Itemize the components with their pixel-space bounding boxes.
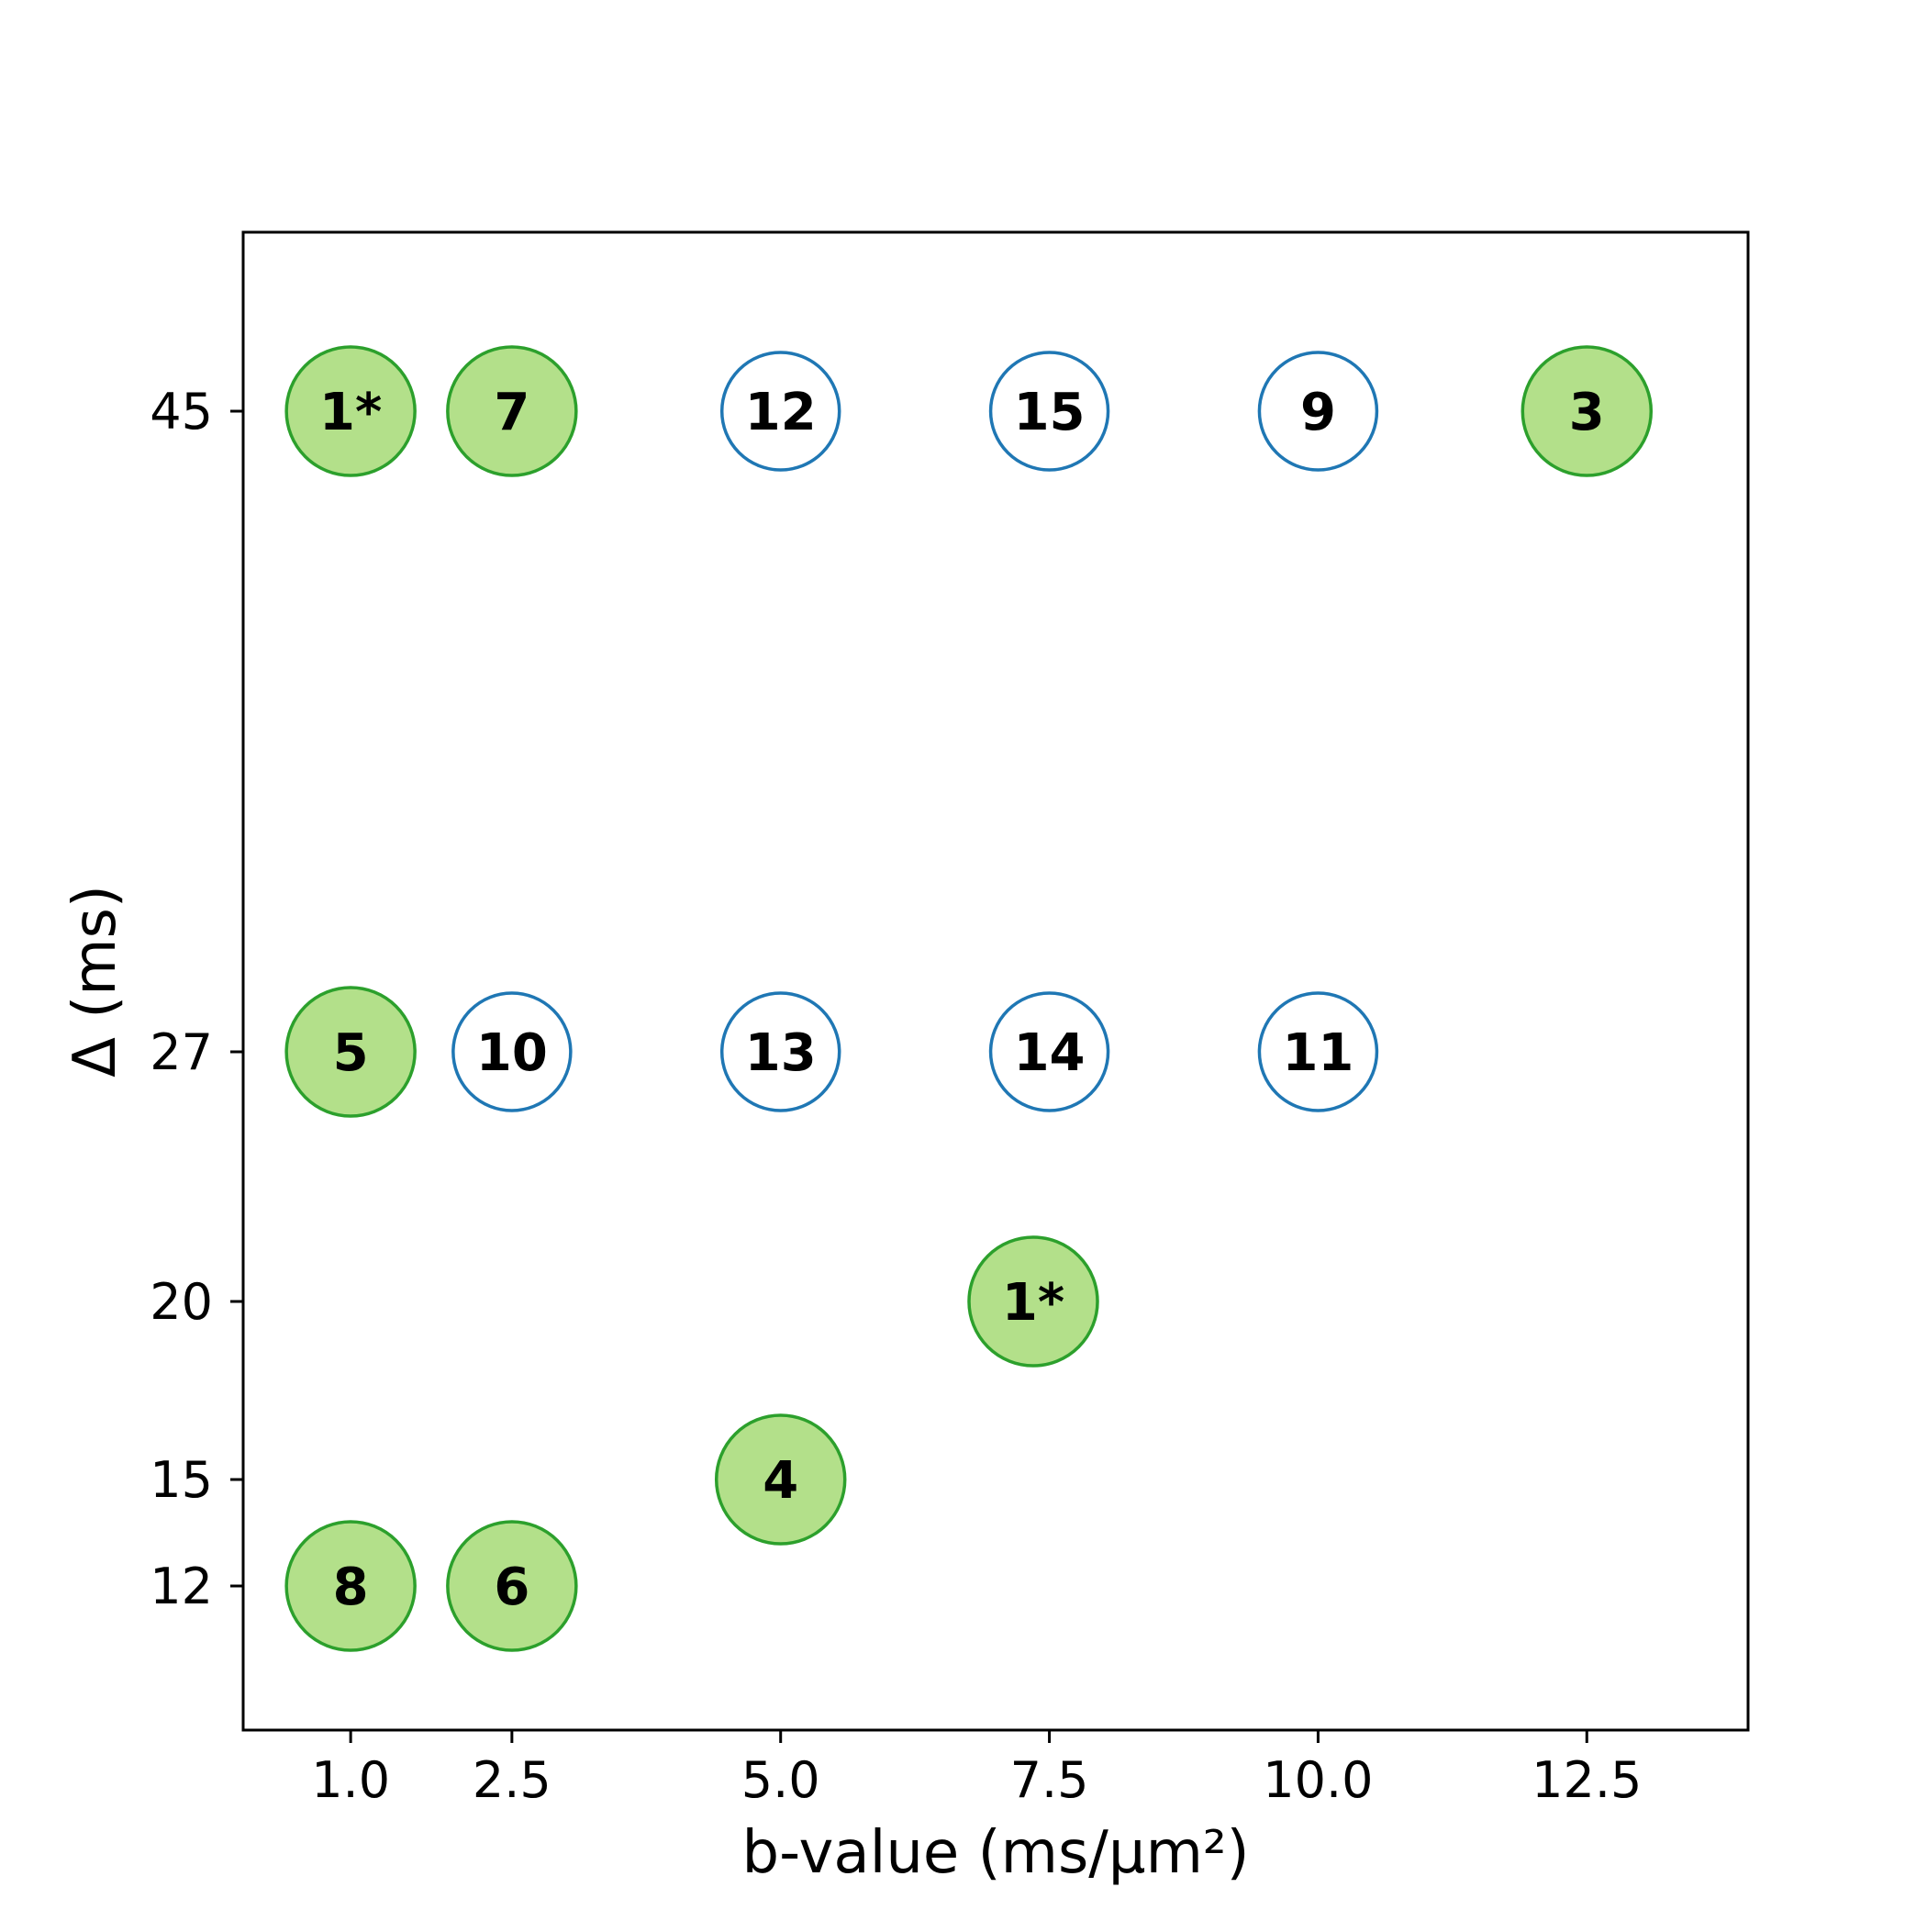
open-point-marker bbox=[719, 351, 841, 472]
x-tick-label: 1.0 bbox=[311, 1751, 390, 1809]
data-point: 1* bbox=[284, 345, 417, 477]
filled-point-marker bbox=[284, 1520, 417, 1652]
data-point: 14 bbox=[988, 991, 1110, 1112]
open-point-marker bbox=[1257, 991, 1379, 1112]
point-label: 1* bbox=[1002, 1273, 1064, 1333]
x-tick-label: 2.5 bbox=[473, 1751, 551, 1809]
filled-point-marker bbox=[284, 986, 417, 1118]
data-point: 12 bbox=[719, 351, 841, 472]
data-point: 4 bbox=[714, 1413, 847, 1546]
x-axis-ticks: 1.0 2.5 5.0 7.5 10.0 12.5 bbox=[311, 1730, 1642, 1809]
point-label: 6 bbox=[494, 1558, 529, 1617]
filled-point-marker bbox=[446, 1520, 578, 1652]
y-tick-label: 20 bbox=[150, 1273, 213, 1331]
data-point: 8 bbox=[284, 1520, 417, 1652]
open-point-marker bbox=[1257, 351, 1379, 472]
filled-point-marker bbox=[967, 1235, 1099, 1368]
point-label: 14 bbox=[1014, 1023, 1086, 1083]
point-label: 13 bbox=[745, 1023, 817, 1083]
x-tick-label: 10.0 bbox=[1263, 1751, 1373, 1809]
point-label: 5 bbox=[333, 1023, 369, 1083]
data-points: 1* 7 12 15 9 3 5 10 13 14 11 1* 4 8 6 bbox=[284, 345, 1654, 1652]
data-point: 3 bbox=[1520, 345, 1654, 477]
plot-frame bbox=[241, 230, 1750, 1732]
filled-point-marker bbox=[1520, 345, 1654, 477]
y-axis-ticks: 12 15 20 27 45 bbox=[150, 383, 243, 1615]
open-point-marker bbox=[988, 351, 1110, 472]
y-tick-label: 45 bbox=[150, 383, 213, 441]
filled-point-marker bbox=[446, 345, 578, 477]
point-label: 7 bbox=[494, 383, 529, 442]
y-tick-label: 12 bbox=[150, 1558, 213, 1615]
open-point-marker bbox=[451, 991, 573, 1112]
point-label: 15 bbox=[1014, 383, 1086, 442]
point-label: 11 bbox=[1282, 1023, 1353, 1083]
y-tick-label: 27 bbox=[150, 1023, 213, 1081]
data-point: 13 bbox=[719, 991, 841, 1112]
point-label: 3 bbox=[1569, 383, 1605, 442]
y-tick-label: 15 bbox=[150, 1451, 213, 1509]
open-point-marker bbox=[719, 991, 841, 1112]
data-point: 15 bbox=[988, 351, 1110, 472]
x-tick-label: 12.5 bbox=[1532, 1751, 1642, 1809]
open-point-marker bbox=[988, 991, 1110, 1112]
point-label: 8 bbox=[333, 1558, 369, 1617]
point-label: 1* bbox=[319, 383, 382, 442]
data-point: 1* bbox=[967, 1235, 1099, 1368]
data-point: 5 bbox=[284, 986, 417, 1118]
data-point: 9 bbox=[1257, 351, 1379, 472]
filled-point-marker bbox=[714, 1413, 847, 1546]
y-axis-label: Δ (ms) bbox=[61, 885, 129, 1078]
point-label: 12 bbox=[745, 383, 817, 442]
data-point: 10 bbox=[451, 991, 573, 1112]
point-label: 9 bbox=[1300, 383, 1336, 442]
x-tick-label: 5.0 bbox=[741, 1751, 820, 1809]
x-axis-label: b-value (ms/µm²) bbox=[741, 1819, 1249, 1887]
point-label: 10 bbox=[476, 1023, 548, 1083]
filled-point-marker bbox=[284, 345, 417, 477]
x-tick-label: 7.5 bbox=[1010, 1751, 1089, 1809]
data-point: 7 bbox=[446, 345, 578, 477]
data-point: 6 bbox=[446, 1520, 578, 1652]
data-point: 11 bbox=[1257, 991, 1379, 1112]
point-label: 4 bbox=[763, 1451, 798, 1511]
